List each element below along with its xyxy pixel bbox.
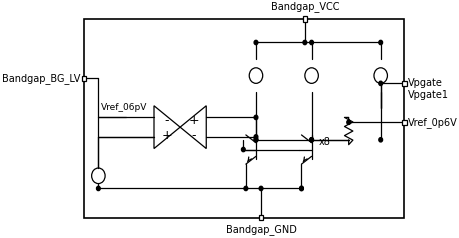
Text: Vpgate: Vpgate <box>407 78 442 88</box>
Text: Bandgap_GND: Bandgap_GND <box>225 224 296 235</box>
Bar <box>401 81 406 86</box>
Bar <box>84 19 403 218</box>
Bar <box>401 120 406 125</box>
Text: +: + <box>188 114 198 127</box>
Circle shape <box>253 40 257 45</box>
Circle shape <box>241 147 245 152</box>
Circle shape <box>378 138 382 142</box>
Bar <box>82 76 86 81</box>
Text: Vref_06pV: Vref_06pV <box>101 103 147 112</box>
Circle shape <box>302 40 306 45</box>
Text: Bandgap_VCC: Bandgap_VCC <box>270 1 338 12</box>
Circle shape <box>253 135 257 139</box>
Text: +: + <box>161 129 172 142</box>
Circle shape <box>378 40 382 45</box>
Circle shape <box>346 120 350 124</box>
Circle shape <box>253 138 257 142</box>
Circle shape <box>378 81 382 85</box>
Text: -: - <box>164 114 168 127</box>
Circle shape <box>258 186 262 191</box>
Text: Bandgap_BG_LV: Bandgap_BG_LV <box>2 73 80 84</box>
Circle shape <box>299 186 302 191</box>
Circle shape <box>253 115 257 119</box>
Text: -: - <box>191 129 196 142</box>
Circle shape <box>253 138 257 142</box>
Circle shape <box>96 186 100 191</box>
Circle shape <box>309 40 313 45</box>
Bar <box>302 16 307 22</box>
Bar <box>258 215 263 220</box>
Text: Vpgate1: Vpgate1 <box>407 90 448 100</box>
Circle shape <box>309 138 313 142</box>
Circle shape <box>299 186 302 191</box>
Circle shape <box>243 186 247 191</box>
Circle shape <box>309 138 313 142</box>
Text: x8: x8 <box>318 137 330 147</box>
Text: Vref_0p6V: Vref_0p6V <box>407 117 456 128</box>
